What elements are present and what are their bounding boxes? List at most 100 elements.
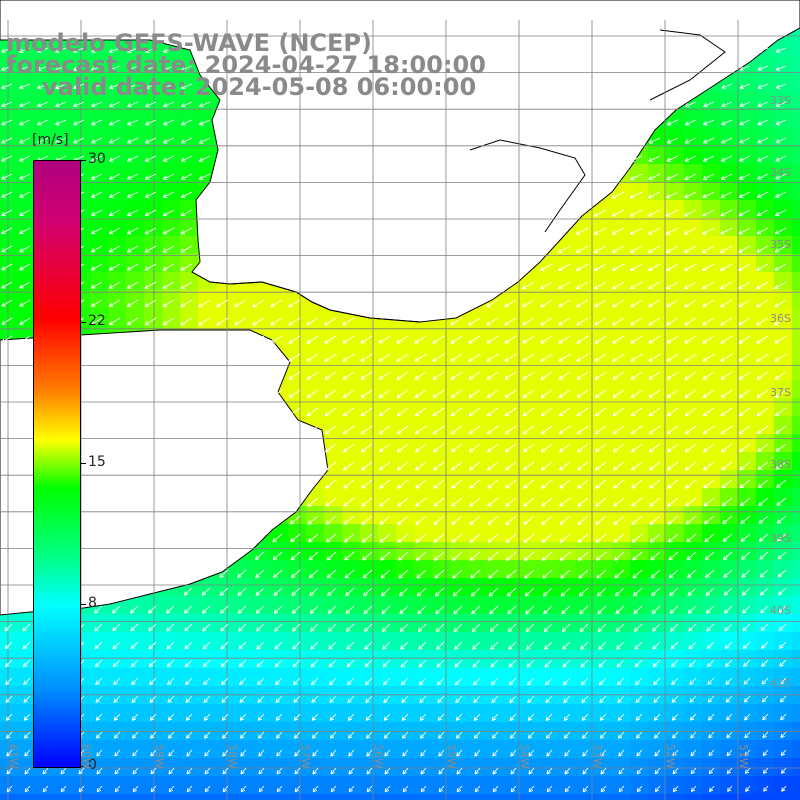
wind-cell (378, 380, 396, 398)
wind-cell (360, 632, 378, 650)
wind-cell (702, 272, 720, 290)
wind-arrow (145, 83, 157, 90)
wind-cell (558, 578, 576, 596)
wind-arrow (24, 785, 31, 793)
wind-arrow (774, 317, 787, 326)
wind-cell (342, 560, 360, 578)
wind-cell (504, 776, 522, 794)
wind-cell (558, 740, 576, 758)
wind-arrow (744, 713, 751, 721)
wind-arrow (631, 479, 643, 489)
wind-arrow (472, 659, 481, 668)
wind-arrow (703, 497, 715, 507)
wind-arrow (113, 695, 121, 703)
wind-arrow (577, 479, 589, 489)
latitude-label: 37S (770, 386, 791, 399)
wind-cell (540, 506, 558, 524)
wind-arrow (55, 101, 67, 108)
wind-arrow (131, 731, 139, 739)
wind-cell (486, 470, 504, 488)
wind-cell (360, 362, 378, 380)
wind-cell (630, 326, 648, 344)
wind-cell (774, 470, 792, 488)
wind-arrow (270, 389, 283, 398)
wind-arrow (419, 731, 427, 739)
wind-arrow (308, 533, 319, 543)
wind-arrow (306, 407, 319, 417)
wind-arrow (509, 695, 517, 704)
wind-cell (342, 452, 360, 470)
wind-arrow (126, 317, 139, 326)
wind-arrow (762, 767, 769, 774)
wind-cell (90, 614, 108, 632)
wind-cell (288, 344, 306, 362)
wind-arrow (720, 335, 733, 344)
wind-arrow (414, 335, 427, 344)
wind-cell (486, 596, 504, 614)
wind-cell (720, 326, 738, 344)
wind-cell (792, 524, 800, 542)
wind-arrow (308, 569, 319, 579)
wind-arrow (594, 335, 607, 344)
wind-arrow (775, 101, 787, 108)
wind-cell (504, 398, 522, 416)
wind-arrow (522, 281, 535, 290)
wind-cell (0, 668, 18, 686)
wind-cell (216, 650, 234, 668)
wind-arrow (762, 713, 769, 721)
wind-cell (432, 362, 450, 380)
wind-arrow (761, 659, 769, 667)
wind-cell (342, 488, 360, 506)
wind-cell (630, 614, 648, 632)
wind-cell (558, 308, 576, 326)
wind-arrow (505, 515, 517, 525)
wind-cell (684, 758, 702, 776)
wind-arrow (540, 425, 553, 435)
wind-arrow (414, 353, 427, 362)
wind-cell (432, 704, 450, 722)
wind-arrow (398, 569, 409, 579)
wind-arrow (689, 695, 697, 703)
wind-cell (378, 470, 396, 488)
wind-cell (558, 254, 576, 272)
wind-cell (666, 506, 684, 524)
wind-arrow (708, 731, 715, 739)
wind-arrow (723, 605, 733, 614)
wind-cell (216, 704, 234, 722)
wind-cell (90, 290, 108, 308)
wind-arrow (756, 245, 769, 253)
wind-cell (414, 452, 432, 470)
wind-arrow (37, 119, 49, 126)
wind-cell (720, 110, 738, 128)
wind-cell (306, 704, 324, 722)
wind-arrow (42, 785, 49, 793)
wind-cell (558, 272, 576, 290)
wind-cell (414, 704, 432, 722)
wind-arrow (162, 191, 175, 198)
wind-cell (414, 758, 432, 776)
wind-arrow (756, 263, 769, 271)
wind-arrow (599, 695, 607, 704)
wind-arrow (397, 515, 409, 525)
wind-arrow (400, 659, 409, 668)
wind-arrow (456, 749, 463, 757)
wind-arrow (418, 641, 427, 650)
wind-arrow (542, 569, 553, 579)
wind-arrow (437, 695, 445, 704)
wind-cell (0, 650, 18, 668)
wind-arrow (19, 65, 31, 72)
wind-arrow (636, 767, 643, 775)
wind-cell (360, 794, 378, 800)
wind-arrow (684, 317, 697, 326)
wind-cell (432, 740, 450, 758)
wind-arrow (113, 731, 121, 739)
wind-arrow (184, 641, 193, 650)
wind-cell (630, 704, 648, 722)
wind-arrow (288, 407, 301, 417)
wind-arrow (1, 317, 13, 325)
wind-cell (702, 650, 720, 668)
wind-cell (144, 110, 162, 128)
wind-cell (360, 596, 378, 614)
wind-arrow (666, 407, 679, 417)
wind-cell (396, 560, 414, 578)
